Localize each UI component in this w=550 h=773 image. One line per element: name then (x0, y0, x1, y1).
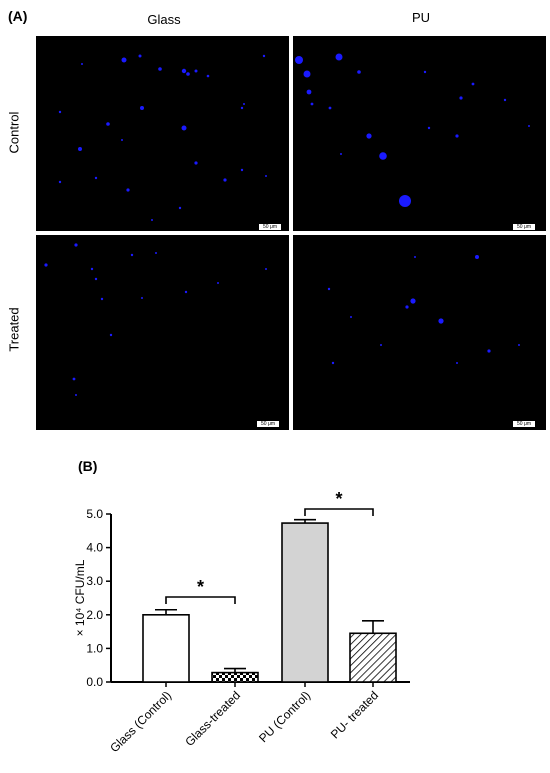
bar-2 (211, 671, 259, 683)
significance-star: * (335, 489, 342, 509)
y-tick-label: 1.0 (86, 641, 103, 655)
significance-bracket (304, 508, 374, 516)
micrograph-glass-treated-dots (44, 243, 267, 396)
x-tick-label: Glass (Control) (107, 688, 174, 755)
micrograph-pu-control-dots (295, 53, 530, 207)
x-tick-label: Glass-treated (182, 688, 243, 749)
column-header-pu: PU (411, 10, 431, 25)
x-tick-label: PU- treated (328, 688, 381, 741)
micrograph-glass-treated: 50 μm (36, 235, 289, 430)
scale-bar: 50 μm (256, 420, 280, 428)
micrograph-pu-control: 50 μm (293, 36, 546, 231)
scale-bar: 50 μm (258, 223, 282, 231)
significance-star: * (197, 577, 204, 597)
panel-a-label: (A) (8, 8, 28, 24)
column-header-glass: Glass (147, 12, 181, 27)
y-tick-label: 4.0 (86, 541, 103, 555)
y-axis-label: × 10⁴ CFU/mL (73, 559, 87, 636)
bar-4 (349, 632, 397, 683)
micrograph-glass-control-dots (58, 54, 267, 221)
y-tick-label: 3.0 (86, 574, 103, 588)
bar-3 (281, 522, 329, 683)
row-header-control: Control (6, 111, 22, 154)
chart-labels: 0.0 1.0 2.0 3.0 4.0 5.0 × 10⁴ CFU/mL Glass (Con… (73, 489, 381, 755)
y-tick-label: 2.0 (86, 608, 103, 622)
y-tick-label: 0.0 (86, 675, 103, 689)
micrograph-pu-treated-dots (327, 255, 520, 365)
chart-bars (142, 508, 397, 683)
x-tick-label: PU (Control) (256, 688, 313, 745)
micrograph-pu-treated: 50 μm (293, 235, 546, 430)
bar-1 (142, 614, 190, 683)
bar-chart: 0.0 1.0 2.0 3.0 4.0 5.0 × 10⁴ CFU/mL Glass (Con… (73, 489, 410, 755)
micrograph-glass-control: 50 μm (36, 36, 289, 231)
row-header-treated: Treated (6, 307, 22, 352)
panel-b-label: (B) (78, 458, 98, 474)
scale-bar: 50 μm (512, 420, 536, 428)
significance-bracket (165, 596, 236, 604)
scale-bar: 50 μm (512, 223, 536, 231)
y-tick-label: 5.0 (86, 507, 103, 521)
